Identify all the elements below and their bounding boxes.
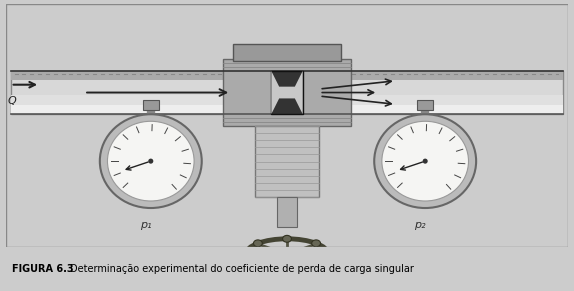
FancyBboxPatch shape — [11, 105, 563, 114]
FancyBboxPatch shape — [272, 71, 302, 114]
FancyBboxPatch shape — [11, 71, 563, 81]
Text: Q: Q — [7, 96, 17, 106]
FancyBboxPatch shape — [223, 59, 351, 126]
Circle shape — [422, 159, 428, 164]
Ellipse shape — [242, 251, 250, 258]
Ellipse shape — [324, 251, 332, 258]
Ellipse shape — [279, 248, 295, 260]
Ellipse shape — [254, 262, 262, 269]
FancyBboxPatch shape — [417, 100, 433, 110]
Ellipse shape — [374, 114, 476, 208]
Ellipse shape — [282, 266, 292, 273]
FancyBboxPatch shape — [277, 197, 297, 227]
Ellipse shape — [254, 240, 262, 247]
Text: FIGURA 6.3: FIGURA 6.3 — [13, 264, 74, 274]
Ellipse shape — [312, 262, 320, 269]
Ellipse shape — [100, 114, 201, 208]
FancyBboxPatch shape — [233, 44, 341, 61]
Text: p₂: p₂ — [414, 220, 426, 230]
FancyBboxPatch shape — [255, 126, 319, 197]
Ellipse shape — [312, 240, 320, 247]
Ellipse shape — [107, 121, 194, 201]
FancyBboxPatch shape — [143, 100, 158, 110]
Polygon shape — [272, 71, 302, 114]
FancyBboxPatch shape — [11, 95, 563, 105]
Text: p₁: p₁ — [140, 220, 152, 230]
Ellipse shape — [282, 235, 292, 242]
Text: Determinação experimental do coeficiente de perda de carga singular: Determinação experimental do coeficiente… — [71, 264, 414, 274]
Circle shape — [148, 159, 153, 164]
FancyBboxPatch shape — [11, 71, 563, 114]
Ellipse shape — [382, 121, 468, 201]
